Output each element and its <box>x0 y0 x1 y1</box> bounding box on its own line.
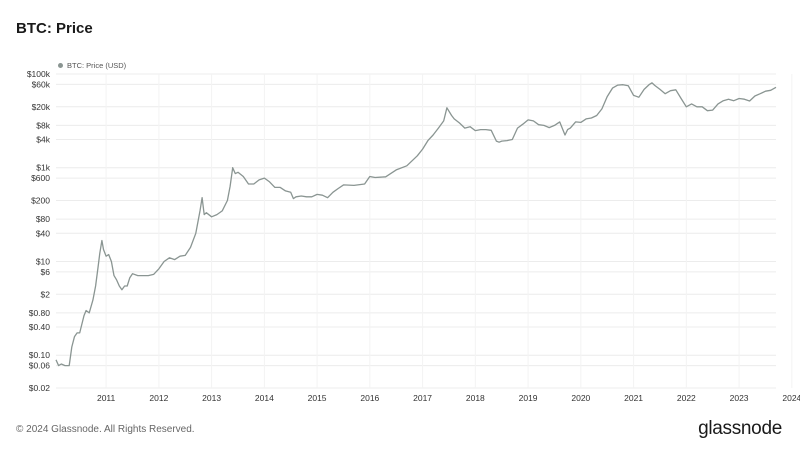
y-tick-label: $600 <box>31 173 50 183</box>
x-tick-label: 2024 <box>782 393 800 403</box>
y-tick-label: $200 <box>31 196 50 206</box>
y-tick-label: $0.06 <box>29 361 51 371</box>
y-tick-label: $80 <box>36 214 50 224</box>
page-title: BTC: Price <box>16 20 93 37</box>
y-tick-label: $10 <box>36 256 50 266</box>
y-tick-label: $100k <box>27 69 51 79</box>
x-tick-label: 2022 <box>677 393 696 403</box>
y-tick-label: $0.40 <box>29 322 51 332</box>
y-tick-label: $1k <box>36 163 50 173</box>
x-tick-label: 2023 <box>730 393 749 403</box>
series-line-btc-price[interactable] <box>55 82 777 367</box>
legend-label: BTC: Price (USD) <box>67 61 127 70</box>
x-tick-label: 2017 <box>413 393 432 403</box>
x-tick-label: 2020 <box>571 393 590 403</box>
x-axis: 2011 2012 2013 2014 2015 2016 2017 2018 2019 2020… <box>97 393 800 403</box>
y-tick-label: $4k <box>36 135 50 145</box>
x-tick-label: 2014 <box>255 393 274 403</box>
legend-swatch <box>58 63 63 68</box>
y-tick-label: $0.80 <box>29 308 51 318</box>
chart-legend[interactable]: BTC: Price (USD) <box>58 61 126 70</box>
chart-series <box>55 82 777 367</box>
y-tick-label: $0.10 <box>29 350 51 360</box>
x-tick-label: 2015 <box>308 393 327 403</box>
y-tick-label: $40 <box>36 228 50 238</box>
y-tick-label: $8k <box>36 120 50 130</box>
y-tick-label: $2 <box>41 289 51 299</box>
x-tick-label: 2012 <box>149 393 168 403</box>
y-tick-label: $60k <box>32 79 51 89</box>
y-axis: $100k$60k$20k$8k$4k$1k$600$200$80$40$10$… <box>27 69 51 393</box>
x-tick-label: 2018 <box>466 393 485 403</box>
y-tick-label: $6 <box>41 267 51 277</box>
copyright-notice: © 2024 Glassnode. All Rights Reserved. <box>16 424 195 435</box>
x-tick-label: 2011 <box>97 393 116 403</box>
chart-grid <box>56 73 793 389</box>
x-tick-label: 2013 <box>202 393 221 403</box>
y-tick-label: $0.02 <box>29 383 51 393</box>
y-tick-label: $20k <box>32 102 51 112</box>
x-tick-label: 2021 <box>624 393 643 403</box>
x-tick-label: 2016 <box>360 393 379 403</box>
glassnode-logo[interactable]: glassnode <box>698 418 782 439</box>
x-tick-label: 2019 <box>519 393 538 403</box>
